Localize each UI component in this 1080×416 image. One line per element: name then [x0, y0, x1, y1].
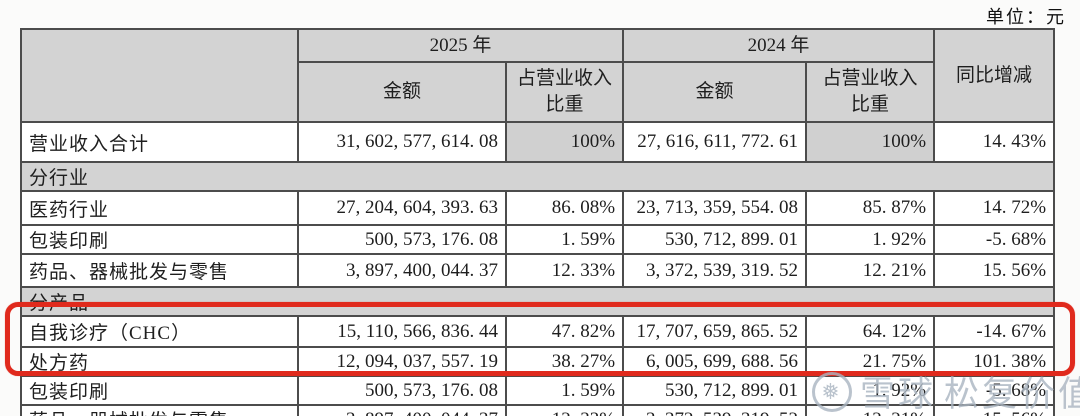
row-label: 药品、器械批发与零售	[20, 253, 299, 288]
amount-2025: 500, 573, 176. 08	[297, 224, 507, 255]
amount-2025: 12, 094, 037, 557. 19	[297, 346, 507, 377]
yoy-header: 同比增减	[933, 28, 1056, 123]
amount-2025: 500, 573, 176. 08	[297, 375, 507, 406]
revenue-table: 2025 年 2024 年 同比增减 金额 占营业收入比重 金额 占营业收入比重…	[19, 28, 1056, 416]
row-label: 营业收入合计	[20, 121, 299, 163]
table-row: 处方药 12, 094, 037, 557. 19 38. 27% 6, 005, 6…	[20, 346, 1056, 377]
yoy-change: 15. 56%	[933, 253, 1056, 288]
section-row: 分行业	[19, 161, 1056, 192]
amount-2025: 3, 897, 400, 044. 37	[297, 404, 507, 416]
amount-2025-header: 金额	[297, 61, 507, 123]
amount-2024: 3, 372, 539, 319. 52	[622, 404, 808, 416]
share-2025: 1. 59%	[504, 375, 625, 406]
share-2024: 12. 21%	[805, 404, 936, 416]
row-label: 处方药	[20, 346, 299, 377]
amount-2024: 3, 372, 539, 319. 52	[622, 253, 808, 288]
amount-2024: 27, 616, 611, 772. 61	[622, 121, 808, 163]
amount-2025: 15, 110, 566, 836. 44	[297, 315, 507, 348]
share-2025: 86. 08%	[504, 190, 625, 226]
share-2024-header: 占营业收入比重	[805, 61, 936, 123]
section-row: 分产品	[19, 286, 1056, 317]
table-row: 营业收入合计 31, 602, 577, 614. 08 100% 27, 616, …	[20, 121, 1056, 163]
amount-2025: 31, 602, 577, 614. 08	[297, 121, 507, 163]
share-2024: 85. 87%	[805, 190, 936, 226]
amount-2024: 6, 005, 699, 688. 56	[622, 346, 808, 377]
yoy-change: 15. 56%	[933, 404, 1056, 416]
table-row: 包装印刷 500, 573, 176. 08 1. 59% 530, 712, 899…	[20, 224, 1056, 255]
table-row: 包装印刷 500, 573, 176. 08 1. 59% 530, 712, 899…	[20, 375, 1056, 406]
yoy-change: -5. 68%	[933, 224, 1056, 255]
share-2025: 12. 33%	[504, 404, 625, 416]
table-body: 营业收入合计 31, 602, 577, 614. 08 100% 27, 616, …	[19, 121, 1056, 416]
yoy-change: 14. 72%	[933, 190, 1056, 226]
row-label-header-blank	[20, 28, 299, 123]
amount-2024: 530, 712, 899. 01	[622, 224, 808, 255]
row-label: 医药行业	[20, 190, 299, 226]
table-row: 医药行业 27, 204, 604, 393. 63 86. 08% 23, 713,…	[20, 190, 1056, 226]
year-2024-header: 2024 年	[622, 28, 936, 63]
amount-2024: 530, 712, 899. 01	[622, 375, 808, 406]
amount-2024: 17, 707, 659, 865. 52	[622, 315, 808, 348]
share-2025-header: 占营业收入比重	[504, 61, 625, 123]
amount-2025: 27, 204, 604, 393. 63	[297, 190, 507, 226]
share-2025: 38. 27%	[504, 346, 625, 377]
yoy-change: -14. 67%	[933, 315, 1056, 348]
share-2025: 1. 59%	[504, 224, 625, 255]
year-header-row: 2025 年 2024 年 同比增减	[20, 28, 1056, 123]
row-label: 自我诊疗（CHC）	[20, 315, 299, 348]
table-header: 2025 年 2024 年 同比增减 金额 占营业收入比重 金额 占营业收入比重	[20, 28, 1056, 123]
year-2025-header: 2025 年	[296, 28, 625, 63]
share-2025: 12. 33%	[504, 253, 625, 288]
row-label: 药品、器械批发与零售	[20, 404, 299, 416]
yoy-change: 101. 38%	[933, 346, 1056, 377]
row-label: 包装印刷	[20, 224, 299, 255]
share-2024: 12. 21%	[805, 253, 936, 288]
amount-2025: 3, 897, 400, 044. 37	[297, 253, 507, 288]
row-label: 包装印刷	[20, 375, 299, 406]
share-2024: 100%	[805, 121, 936, 163]
share-2025: 100%	[504, 121, 625, 163]
unit-label: 单位：元	[986, 7, 1066, 27]
share-2024: 21. 75%	[805, 346, 936, 377]
share-2024: 64. 12%	[805, 315, 936, 348]
section-label: 分行业	[19, 161, 1056, 192]
share-2024: 1. 92%	[805, 375, 936, 406]
yoy-change: 14. 43%	[933, 121, 1056, 163]
amount-2024-header: 金额	[622, 61, 808, 123]
sub-header-row: 金额 占营业收入比重 金额 占营业收入比重	[21, 61, 1054, 123]
amount-2024: 23, 713, 359, 554. 08	[622, 190, 808, 226]
share-2025: 47. 82%	[504, 315, 625, 348]
yoy-change: -5. 68%	[933, 375, 1056, 406]
share-2024: 1. 92%	[805, 224, 936, 255]
table-row: 自我诊疗（CHC） 15, 110, 566, 836. 44 47. 82% 17,…	[20, 315, 1056, 348]
section-label: 分产品	[19, 286, 1056, 317]
